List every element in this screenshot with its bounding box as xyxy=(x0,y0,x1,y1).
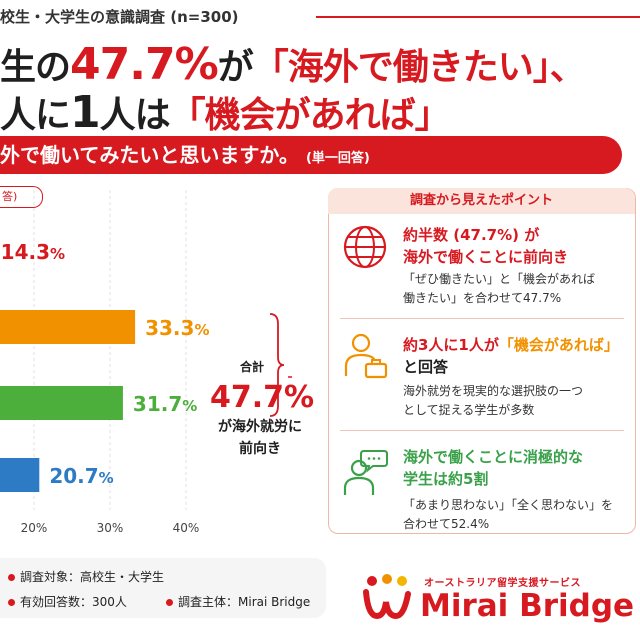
headline-text: 人は xyxy=(99,95,171,136)
sum-caption: が海外就労に xyxy=(218,419,302,435)
point-1-desc: 「ぜひ働きたい」と「機会があれば xyxy=(403,272,596,286)
person-briefcase-icon xyxy=(340,330,390,380)
x-tick-label: 20% xyxy=(21,521,48,535)
bar xyxy=(0,386,123,420)
answer-pill: 答) xyxy=(0,186,43,208)
bar-chart: 14.3% 33.3% 31.7% 20.7% 20% 30% 40% 合計 xyxy=(0,190,292,535)
point-1-title: 海外で働くことに前向き xyxy=(403,248,569,266)
headline-number: 1 xyxy=(70,87,101,138)
brand-name: Mirai Bridge xyxy=(420,588,635,624)
survey-title: 校生・大学生の意識調査 (n=300) xyxy=(0,8,239,26)
sum-caption: 前向き xyxy=(239,441,281,457)
headline-line-1: 生の47.7%が「海外で働きたい」、 xyxy=(0,38,586,90)
bar-value-label: 20.7% xyxy=(49,464,113,488)
point-3-title: 学生は約5割 xyxy=(403,470,489,488)
bullet-icon xyxy=(8,574,15,581)
question-note: (単一回答) xyxy=(305,151,370,166)
sum-block: 47.7% が海外就労に 前向き xyxy=(210,380,315,460)
bullet-icon xyxy=(166,599,173,606)
points-divider xyxy=(340,430,624,431)
survey-target: 調査対象：高校生・大学生 xyxy=(8,568,164,585)
headline-text: 生の xyxy=(0,47,71,88)
point-2-title-a: 約3人に1人が xyxy=(403,336,499,354)
point-1-title: 約半数 (47.7%) が xyxy=(403,226,540,244)
points-divider xyxy=(340,318,624,319)
brand-subtitle: オーストラリア留学支援サービス xyxy=(424,578,581,589)
sum-brace xyxy=(269,313,285,417)
survey-info-box xyxy=(0,558,326,618)
title-rule xyxy=(316,16,640,18)
point-2-title: と回答 xyxy=(403,358,449,376)
bar xyxy=(0,458,40,492)
point-2-title-b: 「機会があれば」 xyxy=(498,336,619,354)
question-banner: 外で働いてみたいと思いますか。 (単一回答) xyxy=(0,136,622,174)
survey-sponsor-text: 調査主体：Mirai Bridge xyxy=(178,595,311,609)
sum-label: 合計 xyxy=(240,359,264,374)
point-3-title: 海外で働くことに消極的な xyxy=(403,448,584,466)
x-tick-label: 40% xyxy=(173,521,200,535)
headline-quote: 「機会があれば」 xyxy=(169,95,451,136)
point-2-desc: として捉える学生が多数 xyxy=(403,403,535,417)
bullet-icon xyxy=(8,599,15,606)
headline-percent: 47.7% xyxy=(70,39,219,90)
point-2-desc: 海外就労を現実的な選択肢の一つ xyxy=(403,384,584,398)
headline-text: が xyxy=(217,47,254,88)
headline-quote: 「海外で働きたい」、 xyxy=(252,47,586,88)
bar xyxy=(0,310,136,344)
points-heading: 調査から見えたポイント xyxy=(328,188,635,214)
survey-sponsor: 調査主体：Mirai Bridge xyxy=(166,593,310,610)
person-speech-icon xyxy=(340,448,390,498)
headline-text: 人に xyxy=(0,95,71,136)
bar-value-label: 31.7% xyxy=(133,392,197,416)
bar-value-label: 33.3% xyxy=(145,316,209,340)
headline-line-2: 人に1人は「機会があれば」 xyxy=(0,86,451,138)
bar-value-label: 14.3% xyxy=(1,240,65,264)
survey-responses-text: 有効回答数：300人 xyxy=(20,595,127,609)
survey-target-text: 調査対象：高校生・大学生 xyxy=(20,570,165,584)
globe-icon xyxy=(340,222,390,272)
point-2-title: 約3人に1人が「機会があれば」 xyxy=(403,334,619,355)
sum-value: 47.7% xyxy=(210,380,315,415)
point-3-desc: 合わせて52.4% xyxy=(403,517,490,531)
point-3-desc: 「あまり思わない」「全く思わない」を xyxy=(403,498,614,512)
brand-logo-icon xyxy=(360,572,414,626)
question-text: 外で働いてみたいと思いますか。 xyxy=(0,143,299,167)
survey-responses: 有効回答数：300人 xyxy=(8,593,127,610)
x-tick-label: 30% xyxy=(97,521,124,535)
point-1-desc: 働きたい」を合わせて47.7% xyxy=(403,291,562,305)
